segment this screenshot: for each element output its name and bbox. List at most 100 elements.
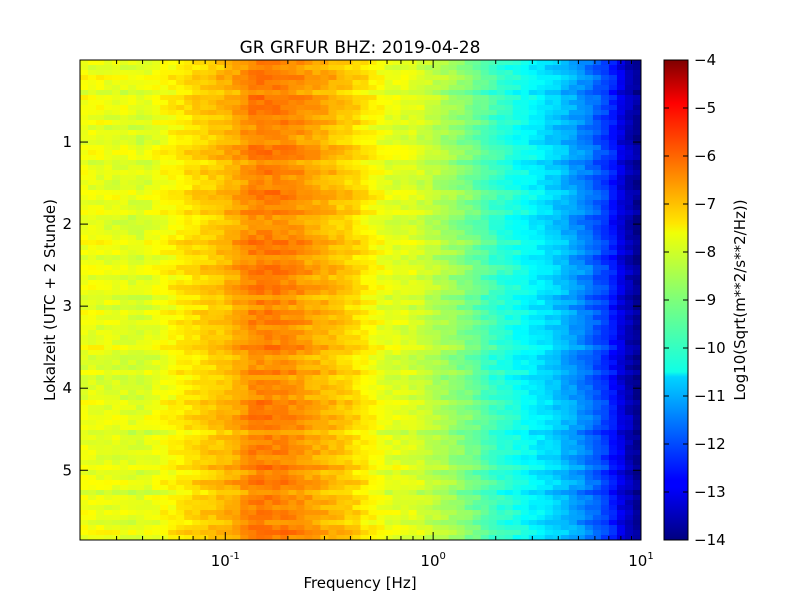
heatmap-cell bbox=[136, 420, 145, 426]
heatmap-cell bbox=[464, 270, 474, 276]
heatmap-cell bbox=[320, 65, 330, 71]
heatmap-cell bbox=[184, 295, 193, 301]
heatmap-cell bbox=[168, 225, 177, 231]
heatmap-cell bbox=[184, 460, 193, 466]
heatmap-cell bbox=[464, 250, 474, 256]
heatmap-cell bbox=[184, 290, 193, 296]
heatmap-cell bbox=[96, 510, 105, 516]
heatmap-cell bbox=[480, 460, 490, 466]
heatmap-cell bbox=[480, 70, 490, 76]
heatmap-cell bbox=[488, 190, 498, 196]
heatmap-cell bbox=[464, 65, 474, 71]
heatmap-cell bbox=[400, 370, 410, 376]
heatmap-cell bbox=[440, 175, 450, 181]
heatmap-cell bbox=[240, 350, 249, 356]
heatmap-cell bbox=[344, 190, 354, 196]
heatmap-cell bbox=[424, 275, 434, 281]
heatmap-cell bbox=[376, 385, 386, 391]
heatmap-cell bbox=[136, 105, 145, 111]
heatmap-cell bbox=[296, 265, 305, 271]
heatmap-cell bbox=[136, 110, 145, 116]
heatmap-cell bbox=[280, 250, 289, 256]
heatmap-cell bbox=[480, 350, 490, 356]
heatmap-cell bbox=[184, 140, 193, 146]
heatmap-cell bbox=[152, 75, 161, 81]
heatmap-cell bbox=[408, 270, 418, 276]
heatmap-cell bbox=[480, 145, 490, 151]
heatmap-cell bbox=[288, 315, 297, 321]
heatmap-cell bbox=[288, 320, 297, 326]
heatmap-cell bbox=[256, 70, 265, 76]
heatmap-cell bbox=[480, 450, 490, 456]
heatmap-cell bbox=[488, 335, 498, 341]
heatmap-cell bbox=[456, 500, 466, 506]
heatmap-cell bbox=[424, 375, 434, 381]
heatmap-cell bbox=[400, 210, 410, 216]
heatmap-cell bbox=[416, 310, 426, 316]
heatmap-cell bbox=[136, 265, 145, 271]
heatmap-cell bbox=[376, 265, 386, 271]
heatmap-cell bbox=[368, 140, 378, 146]
heatmap-cell bbox=[296, 105, 305, 111]
heatmap-cell bbox=[440, 470, 450, 476]
heatmap-cell bbox=[336, 135, 346, 141]
heatmap-cell bbox=[152, 90, 161, 96]
heatmap-cell bbox=[472, 450, 482, 456]
heatmap-cell bbox=[112, 335, 121, 341]
heatmap-cell bbox=[88, 240, 97, 246]
heatmap-cell bbox=[224, 215, 233, 221]
heatmap-cell bbox=[248, 205, 257, 211]
heatmap-cell bbox=[112, 435, 121, 441]
heatmap-cell bbox=[320, 360, 330, 366]
heatmap-cell bbox=[80, 505, 89, 511]
heatmap-cell bbox=[112, 100, 121, 106]
heatmap-cell bbox=[160, 105, 169, 111]
heatmap-cell bbox=[472, 75, 482, 81]
heatmap-cell bbox=[176, 360, 185, 366]
heatmap-cell bbox=[144, 340, 153, 346]
heatmap-cell bbox=[136, 365, 145, 371]
heatmap-cell bbox=[248, 335, 257, 341]
heatmap-cell bbox=[304, 465, 314, 471]
heatmap-cell bbox=[408, 90, 418, 96]
heatmap-cell bbox=[176, 225, 185, 231]
heatmap-cell bbox=[144, 250, 153, 256]
heatmap-cell bbox=[272, 250, 281, 256]
heatmap-cell bbox=[224, 85, 233, 91]
heatmap-cell bbox=[272, 345, 281, 351]
heatmap-cell bbox=[472, 120, 482, 126]
heatmap-cell bbox=[128, 70, 137, 76]
heatmap-cell bbox=[464, 330, 474, 336]
heatmap-cell bbox=[488, 195, 498, 201]
heatmap-cell bbox=[104, 75, 113, 81]
heatmap-cell bbox=[448, 360, 458, 366]
heatmap-cell bbox=[240, 105, 249, 111]
heatmap-cell bbox=[120, 230, 129, 236]
heatmap-cell bbox=[128, 380, 137, 386]
heatmap-cell bbox=[272, 205, 281, 211]
heatmap-cell bbox=[408, 470, 418, 476]
heatmap-cell bbox=[224, 65, 233, 71]
heatmap-cell bbox=[120, 475, 129, 481]
heatmap-cell bbox=[264, 500, 273, 506]
heatmap-cell bbox=[304, 125, 314, 131]
heatmap-cell bbox=[312, 515, 322, 521]
heatmap-cell bbox=[392, 120, 402, 126]
heatmap-cell bbox=[392, 530, 402, 536]
heatmap-cell bbox=[184, 320, 193, 326]
heatmap-cell bbox=[328, 115, 338, 121]
heatmap-cell bbox=[480, 230, 490, 236]
heatmap-cell bbox=[304, 435, 314, 441]
heatmap-cell bbox=[240, 450, 249, 456]
heatmap-cell bbox=[112, 175, 121, 181]
heatmap-cell bbox=[104, 300, 113, 306]
heatmap-cell bbox=[368, 330, 378, 336]
heatmap-cell bbox=[160, 475, 169, 481]
heatmap-cell bbox=[80, 140, 89, 146]
heatmap-cell bbox=[344, 60, 354, 66]
heatmap-cell bbox=[104, 430, 113, 436]
heatmap-cell bbox=[416, 430, 426, 436]
heatmap-cell bbox=[288, 150, 297, 156]
heatmap-cell bbox=[440, 405, 450, 411]
heatmap-cell bbox=[216, 110, 225, 116]
